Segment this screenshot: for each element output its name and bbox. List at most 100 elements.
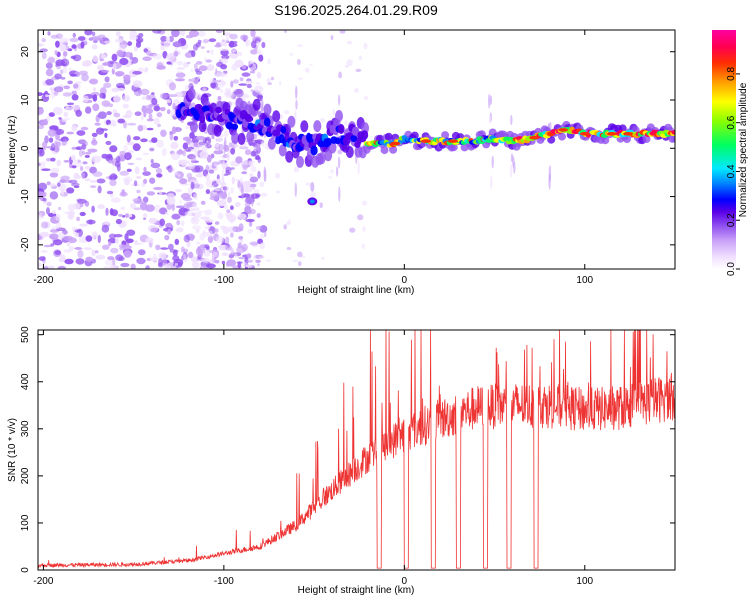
spectrogram-cell	[212, 191, 218, 195]
spectrogram-cell	[178, 159, 188, 166]
spectrogram-cell	[54, 250, 61, 256]
spectrogram-cell	[138, 249, 146, 256]
spectrogram-cell	[217, 191, 224, 197]
spectrogram-cell	[142, 213, 148, 218]
spectrogram-cell	[191, 261, 200, 269]
spectrogram-cell	[195, 173, 204, 178]
spectrogram-cell	[41, 38, 46, 43]
spectrogram-cell	[47, 57, 56, 64]
snr-panel: -200 -100 0 100 0 100 200 300 400 500 Height of …	[7, 326, 676, 596]
spectrogram-cell	[71, 165, 77, 169]
spectrogram-cell	[172, 103, 176, 111]
spectrogram-cell	[149, 147, 155, 152]
spectrogram-cell	[195, 247, 203, 256]
spectrogram-cell	[63, 85, 71, 90]
spectrogram-cell	[304, 67, 310, 73]
spectrogram-cell	[96, 178, 106, 184]
spectrogram-cell	[108, 175, 113, 181]
spectrogram-cell	[70, 55, 77, 59]
snr-y-tick-label: 400	[20, 373, 31, 390]
spectrogram-cell	[221, 39, 225, 42]
spectrogram-cell	[238, 256, 246, 260]
spectrogram-cell	[79, 223, 88, 227]
snr-series-line	[38, 330, 675, 569]
spectrogram-cell	[278, 144, 287, 157]
spectrogram-cell	[352, 126, 360, 136]
spectrogram-cell	[163, 39, 171, 48]
colorbar-tick-label: 0.6	[726, 115, 737, 129]
spectrogram-cell	[51, 226, 60, 230]
spectrogram-cell	[145, 107, 154, 114]
spectrogram-cell	[286, 247, 292, 250]
spectrogram-cell	[137, 124, 144, 132]
spectrogram-cell	[175, 227, 184, 233]
spectrogram-cell	[169, 249, 179, 253]
spectrogram-cell	[188, 78, 193, 82]
spectrogram-cell	[95, 254, 106, 260]
spectrogram-cell	[579, 132, 590, 136]
spectrogram-cell	[184, 210, 194, 217]
spectrogram-cell	[169, 82, 176, 91]
spectrogram-cell	[79, 166, 84, 171]
spectrogram-cell	[84, 30, 93, 36]
spectrogram-cell	[71, 90, 77, 96]
spectrogram-cell	[274, 172, 281, 179]
spectrogram-cell	[151, 137, 158, 144]
spectrogram-cell	[285, 221, 290, 226]
spectrogram-cell	[38, 215, 45, 219]
spectrogram-cell	[142, 56, 152, 61]
spectrogram-cell	[60, 175, 70, 181]
spectrogram-cell	[270, 76, 275, 81]
spectrogram-cell	[179, 199, 182, 204]
spectrogram-x-tick-label: -100	[214, 275, 234, 286]
spectrogram-cell	[70, 73, 77, 77]
spectrogram-cell	[85, 106, 92, 114]
spectrogram-cell	[253, 189, 260, 194]
spectrogram-cell	[45, 62, 53, 69]
spectrogram-cell	[448, 139, 458, 143]
spectrogram-cell	[42, 197, 47, 202]
spectrogram-cell	[81, 150, 86, 155]
spectrogram-cell	[185, 125, 189, 130]
spectrogram-cell	[159, 190, 163, 196]
spectrogram-cell	[40, 191, 47, 198]
spectrogram-cell	[130, 263, 136, 269]
spectrogram-cell	[105, 207, 109, 216]
spectrogram-cell	[166, 99, 172, 103]
spectrogram-cell	[104, 40, 111, 44]
spectrogram-cell	[214, 221, 220, 225]
spectrogram-cell	[264, 168, 267, 182]
spectrogram-cell	[188, 162, 196, 170]
spectrogram-cell	[357, 160, 360, 175]
spectrogram-cell	[280, 126, 287, 134]
spectrogram-cell	[167, 164, 173, 173]
spectrogram-cell	[260, 101, 264, 114]
spectrogram-cell	[140, 138, 148, 143]
spectrogram-cell	[361, 130, 369, 140]
spectrogram-cell	[113, 234, 123, 238]
spectrogram-cell	[142, 152, 150, 156]
spectrogram-cell	[85, 256, 93, 262]
spectrogram-cell	[75, 80, 83, 84]
spectrogram-cell	[202, 87, 207, 94]
spectrogram-cell	[294, 182, 297, 198]
spectrogram-cell	[50, 157, 56, 162]
spectrogram-cell	[210, 49, 214, 56]
spectrogram-cell	[123, 144, 128, 152]
spectrogram-cell	[218, 159, 224, 165]
spectrogram-cell	[260, 234, 265, 239]
spectrogram-cell	[214, 259, 220, 264]
spectrogram-cell	[216, 137, 224, 142]
spectrogram-cell	[228, 142, 232, 148]
spectrogram-cell	[124, 51, 132, 58]
spectrogram-cell	[258, 256, 266, 259]
spectrogram-cell	[66, 131, 75, 135]
spectrogram-cell	[67, 203, 76, 212]
spectrogram-cell	[211, 134, 215, 140]
spectrogram-cell	[75, 109, 82, 117]
spectrogram-cell	[89, 180, 98, 183]
spectrogram-cell	[92, 39, 98, 44]
spectrogram-cell	[267, 137, 276, 150]
spectrogram-cell	[190, 68, 194, 73]
